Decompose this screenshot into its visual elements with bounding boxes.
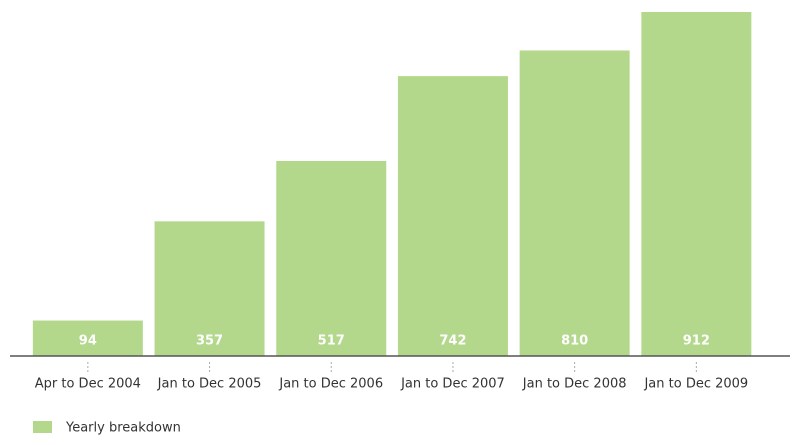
x-tick-label: Jan to Dec 2006 (278, 377, 383, 392)
value-label: 912 (683, 334, 710, 349)
value-label: 810 (561, 334, 588, 349)
legend-swatch (33, 421, 52, 433)
value-label: 742 (439, 334, 466, 349)
x-tick-label: Jan to Dec 2008 (522, 377, 627, 392)
bar (641, 12, 752, 356)
value-label: 517 (318, 334, 345, 349)
bar (519, 50, 630, 356)
x-tick-label: Jan to Dec 2005 (157, 377, 262, 392)
bar (276, 160, 387, 356)
legend-label: Yearly breakdown (65, 421, 181, 436)
value-label: 94 (79, 334, 97, 349)
bar (32, 320, 143, 356)
x-tick-label: Jan to Dec 2009 (643, 377, 748, 392)
x-tick-label: Apr to Dec 2004 (35, 377, 141, 392)
x-tick-label: Jan to Dec 2007 (400, 377, 505, 392)
bar (397, 76, 508, 357)
bar (154, 221, 265, 356)
value-label: 357 (196, 334, 223, 349)
